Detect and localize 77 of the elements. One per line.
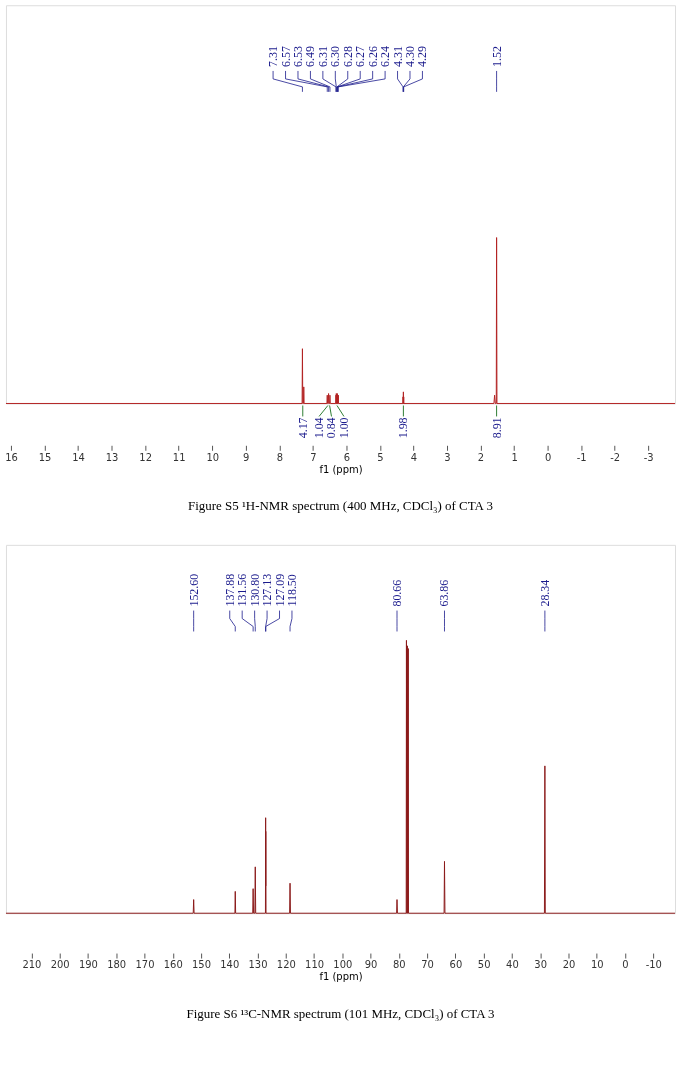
annotation: 6.53	[290, 46, 305, 67]
x-tick-label: 60	[449, 959, 463, 971]
x-tick-label: 9	[243, 451, 250, 463]
annotation: 7.31	[266, 46, 281, 67]
annotation: 130.80	[247, 573, 262, 607]
x-tick-label: 10	[206, 451, 220, 463]
x-tick-label: 50	[477, 959, 491, 971]
x-tick-label: 20	[562, 959, 576, 971]
annotation: 1.00	[336, 417, 351, 439]
x-tick-label: 150	[192, 959, 211, 971]
x-tick-label: 10	[590, 959, 604, 971]
x-tick-label: -1	[576, 451, 587, 463]
x-tick-label: -3	[643, 451, 654, 463]
annotation: 127.09	[272, 573, 287, 607]
x-tick-label: 5	[377, 451, 384, 463]
annotation: 131.56	[235, 573, 250, 607]
x-tick-label: -10	[645, 959, 662, 971]
annotation: 4.17	[295, 417, 310, 439]
x-tick-label: 11	[172, 451, 186, 463]
annotation: 6.24	[378, 46, 393, 67]
annotation: 1.98	[396, 417, 411, 439]
x-tick-label: 130	[248, 959, 268, 971]
x-axis-title: f1 (ppm)	[319, 463, 363, 475]
x-tick-label: 3	[444, 451, 451, 463]
x-tick-label: 160	[163, 959, 183, 971]
x-tick-label: 12	[139, 451, 152, 463]
annotation: 63.86	[437, 579, 452, 607]
x-tick-label: 200	[50, 959, 70, 971]
x-tick-label: 140	[220, 959, 240, 971]
x-tick-label: 14	[72, 451, 85, 463]
x-tick-label: 1	[511, 451, 518, 463]
x-tick-label: 80	[393, 959, 406, 971]
annotation: 6.57	[278, 46, 293, 67]
x-tick-label: 15	[38, 451, 52, 463]
annotation: 6.30	[328, 46, 343, 67]
x-tick-label: 120	[276, 959, 296, 971]
annotation: 4.31	[390, 46, 405, 67]
annotation: 6.28	[340, 46, 355, 67]
annotation: 6.27	[353, 46, 368, 67]
x-tick-label: 40	[506, 959, 519, 971]
annotation: 1.04	[312, 417, 327, 439]
x-axis-title: f1 (ppm)	[319, 971, 363, 983]
x-tick-label: 100	[333, 959, 353, 971]
annotation: 1.52	[489, 46, 504, 67]
x-tick-label: 170	[135, 959, 155, 971]
x-tick-label: 13	[105, 451, 119, 463]
x-tick-label: 16	[5, 451, 18, 463]
x-tick-label: 90	[364, 959, 378, 971]
annotation: 0.84	[324, 417, 339, 439]
annotation: 4.29	[415, 46, 430, 67]
x-tick-label: 7	[310, 451, 317, 463]
x-tick-label: 70	[421, 959, 434, 971]
x-tick-label: 30	[534, 959, 548, 971]
x-tick-label: 190	[78, 959, 98, 971]
annotation: 118.50	[284, 574, 299, 607]
annotation: 127.13	[260, 573, 275, 607]
annotation: 8.91	[489, 417, 504, 439]
x-tick-label: 180	[107, 959, 127, 971]
x-tick-label: 2	[477, 451, 485, 463]
annotation: 80.66	[389, 579, 404, 607]
annotation: 6.31	[315, 46, 330, 67]
x-tick-label: 0	[544, 451, 552, 463]
annotation: 6.49	[303, 46, 318, 67]
x-tick-label: 6	[343, 451, 351, 463]
annotation: 6.26	[365, 46, 380, 67]
annotation: 152.60	[186, 573, 201, 607]
annotation: 28.34	[537, 579, 552, 607]
annotation: 4.30	[402, 46, 417, 67]
x-tick-label: 0	[622, 959, 629, 971]
text: Figure S6 ¹³C-NMR spectrum (101 MHz, CDCl₃) of CTA 3	[186, 1005, 495, 1021]
x-tick-label: 210	[22, 959, 42, 971]
x-tick-label: 8	[276, 451, 283, 463]
x-tick-label: 4	[410, 451, 418, 463]
text: Figure S5 ¹H-NMR spectrum (400 MHz, CDCl₃) of CTA 3	[188, 498, 493, 514]
x-tick-label: -2	[610, 451, 621, 463]
annotation: 137.88	[222, 573, 237, 607]
x-tick-label: 110	[305, 959, 325, 971]
